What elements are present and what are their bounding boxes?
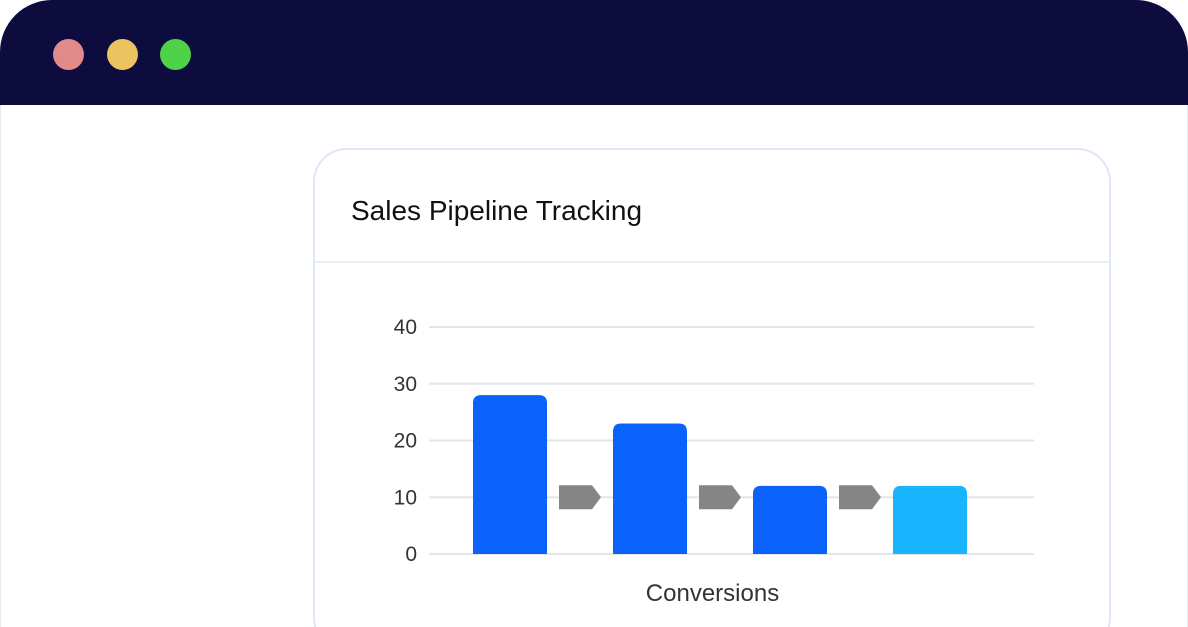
- minimize-window-button[interactable]: [107, 39, 138, 70]
- x-axis-label: Conversions: [646, 580, 779, 607]
- bar: [893, 485, 967, 554]
- window-titlebar: [0, 0, 1188, 105]
- maximize-window-button[interactable]: [160, 39, 191, 70]
- card-header: Sales Pipeline Tracking: [315, 150, 1109, 263]
- y-tick-label: 0: [405, 543, 417, 566]
- y-tick-label: 30: [394, 373, 417, 396]
- y-tick-label: 10: [394, 486, 417, 509]
- chart-card: Sales Pipeline Tracking 0 10 20 30 40 Convers…: [313, 148, 1111, 627]
- pipeline-bar-chart: 0 10 20 30 40 Conversions: [394, 316, 1034, 607]
- card-title: Sales Pipeline Tracking: [351, 195, 643, 226]
- arrow-connector: [699, 485, 741, 510]
- arrow-connector: [559, 485, 601, 510]
- bar: [613, 423, 687, 554]
- arrow-connector: [839, 485, 881, 510]
- close-window-button[interactable]: [53, 39, 84, 70]
- bar: [753, 485, 827, 554]
- bar: [473, 395, 547, 554]
- y-tick-label: 40: [394, 316, 417, 339]
- y-tick-label: 20: [394, 430, 417, 453]
